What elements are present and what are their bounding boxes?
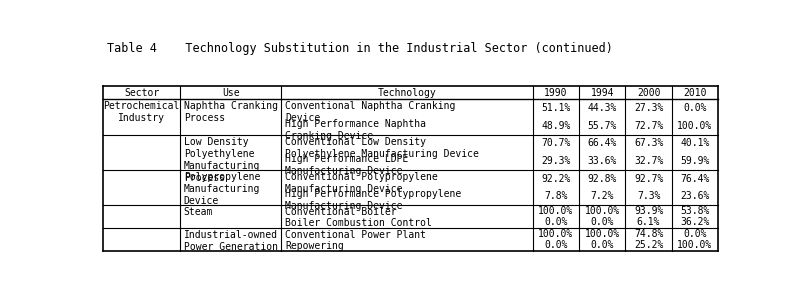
Text: Naphtha Cranking
Process: Naphtha Cranking Process (184, 101, 278, 123)
Text: 92.2%: 92.2% (542, 174, 570, 184)
Text: 2000: 2000 (637, 88, 660, 98)
Text: 23.6%: 23.6% (680, 191, 710, 201)
Text: Conventional Power Plant: Conventional Power Plant (285, 230, 426, 240)
Text: 2010: 2010 (683, 88, 706, 98)
Text: Use: Use (222, 88, 239, 98)
Text: Conventional Low Density
Polyethylene Manufacturing Device: Conventional Low Density Polyethylene Ma… (285, 137, 479, 158)
Text: 48.9%: 48.9% (542, 121, 570, 131)
Text: 59.9%: 59.9% (680, 156, 710, 166)
Text: 0.0%: 0.0% (544, 240, 568, 250)
Text: 7.2%: 7.2% (590, 191, 614, 201)
Text: 32.7%: 32.7% (634, 156, 663, 166)
Text: 100.0%: 100.0% (678, 121, 713, 131)
Text: 29.3%: 29.3% (542, 156, 570, 166)
Text: Low Density
Polyethylene
Manufacturing
Process: Low Density Polyethylene Manufacturing P… (184, 137, 260, 183)
Text: 93.9%: 93.9% (634, 206, 663, 216)
Text: Petrochemical
Industry: Petrochemical Industry (103, 101, 180, 123)
Text: 74.8%: 74.8% (634, 229, 663, 239)
Text: 100.0%: 100.0% (585, 206, 620, 216)
Text: High Performance Polypropylene
Manufacturing Device: High Performance Polypropylene Manufactu… (285, 189, 462, 211)
Text: 0.0%: 0.0% (590, 240, 614, 250)
Text: 67.3%: 67.3% (634, 138, 663, 149)
Text: 0.0%: 0.0% (683, 229, 706, 239)
Text: Boiler Combustion Control: Boiler Combustion Control (285, 218, 432, 228)
Text: 72.7%: 72.7% (634, 121, 663, 131)
Text: 100.0%: 100.0% (585, 229, 620, 239)
Text: Sector: Sector (124, 88, 159, 98)
Text: 7.8%: 7.8% (544, 191, 568, 201)
Text: 70.7%: 70.7% (542, 138, 570, 149)
Text: 100.0%: 100.0% (678, 240, 713, 250)
Text: High Performance LDPE
Manufacturing Device: High Performance LDPE Manufacturing Devi… (285, 154, 409, 176)
Text: 33.6%: 33.6% (587, 156, 617, 166)
Text: 36.2%: 36.2% (680, 217, 710, 227)
Text: Industrial-owned
Power Generation: Industrial-owned Power Generation (184, 230, 278, 252)
Text: Conventional Naphtha Cranking
Device: Conventional Naphtha Cranking Device (285, 101, 455, 123)
Text: Steam: Steam (184, 207, 214, 217)
Text: Conventional Polypropylene
Manufacturing Device: Conventional Polypropylene Manufacturing… (285, 172, 438, 194)
Text: Table 4    Technology Substitution in the Industrial Sector (continued): Table 4 Technology Substitution in the I… (107, 42, 614, 55)
Text: 100.0%: 100.0% (538, 229, 574, 239)
Text: 51.1%: 51.1% (542, 103, 570, 113)
Text: 100.0%: 100.0% (538, 206, 574, 216)
Text: 7.3%: 7.3% (637, 191, 660, 201)
Text: 0.0%: 0.0% (590, 217, 614, 227)
Text: Repowering: Repowering (285, 241, 344, 251)
Text: 44.3%: 44.3% (587, 103, 617, 113)
Text: 0.0%: 0.0% (544, 217, 568, 227)
Text: 0.0%: 0.0% (683, 103, 706, 113)
Text: 1990: 1990 (544, 88, 568, 98)
Text: 1994: 1994 (590, 88, 614, 98)
Text: 55.7%: 55.7% (587, 121, 617, 131)
Text: 6.1%: 6.1% (637, 217, 660, 227)
Text: 27.3%: 27.3% (634, 103, 663, 113)
Text: 66.4%: 66.4% (587, 138, 617, 149)
Text: Polypropylene
Manufacturing
Device: Polypropylene Manufacturing Device (184, 172, 260, 206)
Text: Technology: Technology (378, 88, 437, 98)
Text: 92.7%: 92.7% (634, 174, 663, 184)
Text: 25.2%: 25.2% (634, 240, 663, 250)
Text: 92.8%: 92.8% (587, 174, 617, 184)
Text: 76.4%: 76.4% (680, 174, 710, 184)
Text: Conventional Boiler: Conventional Boiler (285, 207, 397, 217)
Text: 40.1%: 40.1% (680, 138, 710, 149)
Text: 53.8%: 53.8% (680, 206, 710, 216)
Text: High Performance Naphtha
Cranking Device: High Performance Naphtha Cranking Device (285, 119, 426, 141)
